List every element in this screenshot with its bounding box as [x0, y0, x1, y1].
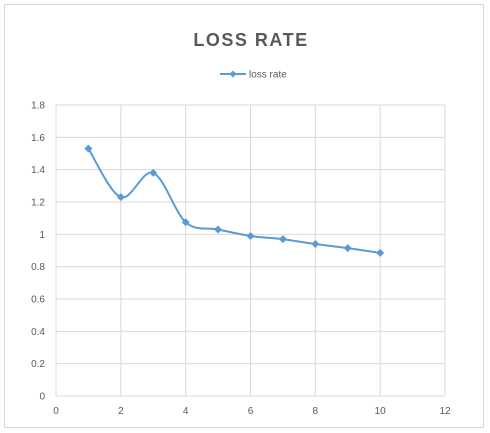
axis-ticks: 0 0.2 0.4 0.6 0.8 1 1.2 1.4 1.6 1.8 0 2 4 6 8 10 12	[31, 101, 451, 418]
data-point-marker	[84, 144, 93, 153]
y-tick-label: 0	[39, 392, 45, 403]
data-point-marker	[376, 248, 385, 257]
y-tick-label: 1.4	[31, 165, 45, 176]
x-tick-label: 12	[439, 406, 451, 417]
data-point-marker	[343, 244, 352, 253]
x-tick-label: 0	[53, 406, 59, 417]
chart-title: LOSS RATE	[193, 30, 308, 50]
data-point-marker	[278, 235, 287, 244]
data-point-marker	[116, 193, 125, 202]
data-point-marker	[149, 168, 158, 177]
y-tick-label: 1.6	[31, 133, 45, 144]
x-tick-label: 8	[313, 406, 319, 417]
data-point-marker	[246, 231, 255, 240]
legend-marker	[229, 70, 237, 78]
series-layer	[84, 144, 385, 257]
y-tick-label: 0.4	[31, 327, 45, 338]
y-tick-label: 0.2	[31, 359, 45, 370]
data-point-marker	[311, 240, 320, 249]
y-tick-label: 0.6	[31, 295, 45, 306]
y-tick-label: 0.8	[31, 262, 45, 273]
legend-label: loss rate	[249, 70, 287, 81]
x-tick-label: 4	[183, 406, 189, 417]
series-line	[87, 148, 381, 254]
gridlines	[55, 104, 446, 397]
x-tick-label: 2	[118, 406, 124, 417]
legend: loss rate	[220, 70, 287, 81]
data-point-marker	[181, 218, 190, 227]
x-tick-label: 10	[375, 406, 387, 417]
y-tick-label: 1.8	[31, 101, 45, 112]
data-point-marker	[214, 225, 223, 234]
y-tick-label: 1.2	[31, 198, 45, 209]
x-tick-label: 6	[248, 406, 254, 417]
y-tick-label: 1	[39, 230, 45, 241]
